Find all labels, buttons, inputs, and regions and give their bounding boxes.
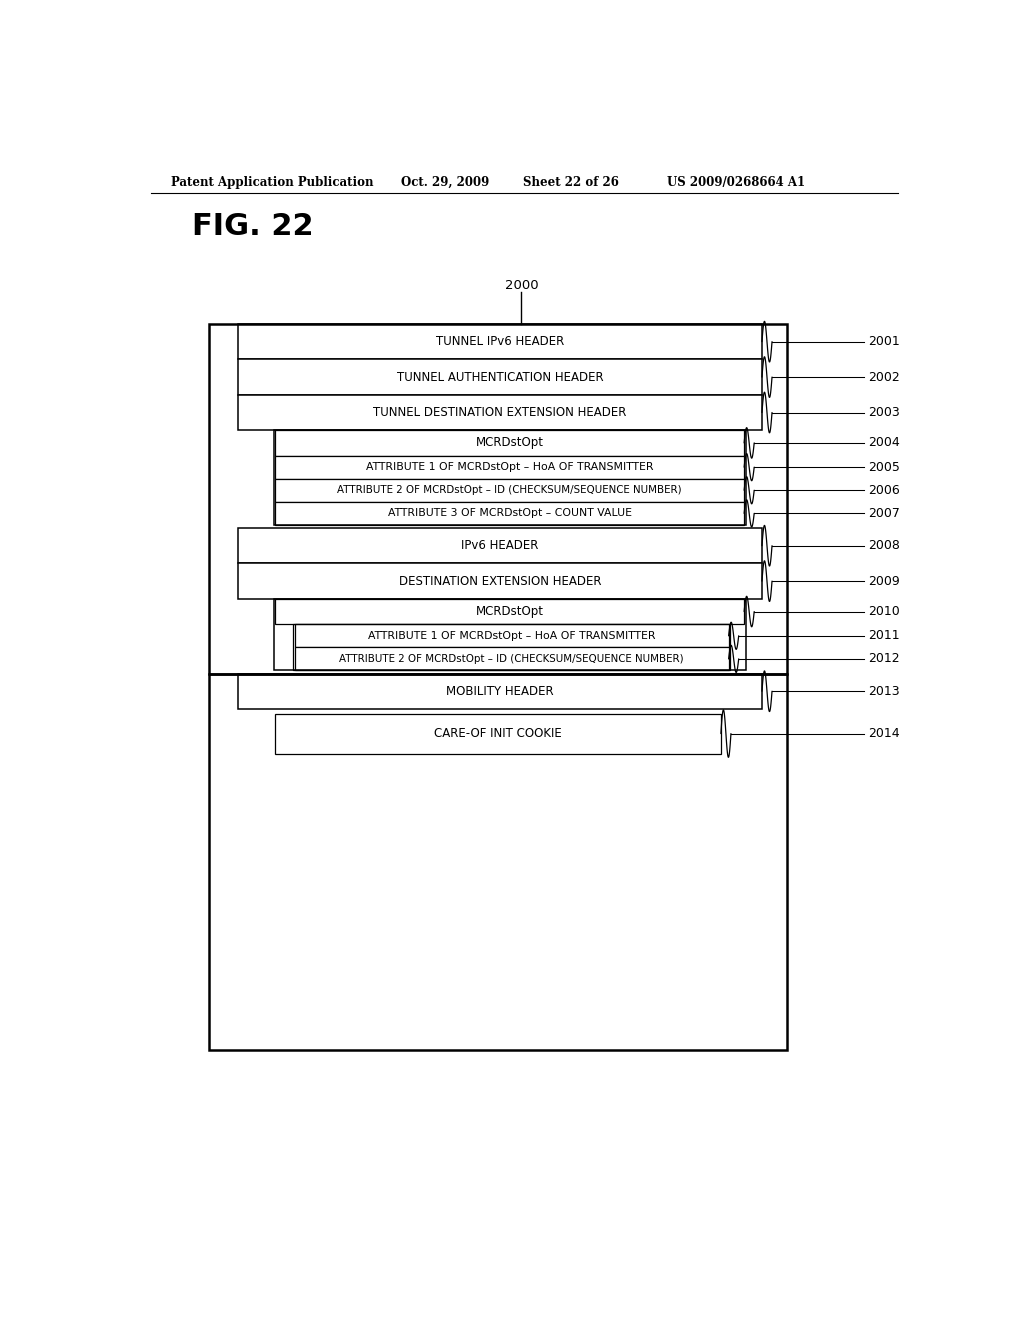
Text: 2001: 2001 — [868, 335, 900, 348]
Bar — [275, 479, 744, 502]
Text: 2003: 2003 — [868, 407, 900, 418]
Text: 2007: 2007 — [868, 507, 900, 520]
Text: ATTRIBUTE 2 OF MCRDstOpt – ID (CHECKSUM/SEQUENCE NUMBER): ATTRIBUTE 2 OF MCRDstOpt – ID (CHECKSUM/… — [337, 486, 682, 495]
Text: TUNNEL AUTHENTICATION HEADER: TUNNEL AUTHENTICATION HEADER — [396, 371, 603, 384]
Bar — [295, 647, 729, 671]
Text: ATTRIBUTE 2 OF MCRDstOpt – ID (CHECKSUM/SEQUENCE NUMBER): ATTRIBUTE 2 OF MCRDstOpt – ID (CHECKSUM/… — [339, 653, 684, 664]
Text: MCRDstOpt: MCRDstOpt — [476, 605, 544, 618]
Bar — [275, 599, 744, 624]
Bar — [209, 323, 786, 673]
Text: IPv6 HEADER: IPv6 HEADER — [462, 539, 539, 552]
Bar — [238, 564, 762, 599]
Bar — [275, 714, 721, 754]
Text: ATTRIBUTE 3 OF MCRDstOpt – COUNT VALUE: ATTRIBUTE 3 OF MCRDstOpt – COUNT VALUE — [388, 508, 632, 519]
Bar — [238, 395, 762, 430]
Text: 2011: 2011 — [868, 630, 900, 643]
Text: 2005: 2005 — [868, 461, 900, 474]
Text: 2009: 2009 — [868, 574, 900, 587]
Text: 2006: 2006 — [868, 483, 900, 496]
Text: 2004: 2004 — [868, 437, 900, 449]
Text: 2010: 2010 — [868, 605, 900, 618]
Bar — [293, 624, 730, 671]
Text: FIG. 22: FIG. 22 — [191, 213, 313, 242]
Text: 2000: 2000 — [505, 279, 539, 292]
Bar — [209, 673, 786, 1051]
Bar — [273, 430, 745, 525]
Bar — [238, 359, 762, 395]
Text: Oct. 29, 2009: Oct. 29, 2009 — [400, 176, 489, 189]
Text: ATTRIBUTE 1 OF MCRDstOpt – HoA OF TRANSMITTER: ATTRIBUTE 1 OF MCRDstOpt – HoA OF TRANSM… — [368, 631, 655, 640]
Bar — [275, 455, 744, 479]
Text: 2012: 2012 — [868, 652, 900, 665]
Text: DESTINATION EXTENSION HEADER: DESTINATION EXTENSION HEADER — [398, 574, 601, 587]
Text: TUNNEL DESTINATION EXTENSION HEADER: TUNNEL DESTINATION EXTENSION HEADER — [374, 407, 627, 418]
Bar — [238, 673, 762, 709]
Text: US 2009/0268664 A1: US 2009/0268664 A1 — [667, 176, 805, 189]
Text: Patent Application Publication: Patent Application Publication — [171, 176, 373, 189]
Text: 2002: 2002 — [868, 371, 900, 384]
Text: CARE-OF INIT COOKIE: CARE-OF INIT COOKIE — [434, 727, 562, 741]
Bar — [275, 430, 744, 455]
Bar — [295, 624, 729, 647]
Text: MOBILITY HEADER: MOBILITY HEADER — [446, 685, 554, 698]
Bar — [238, 528, 762, 564]
Bar — [275, 502, 744, 525]
Text: 2008: 2008 — [868, 539, 900, 552]
Bar — [273, 599, 745, 671]
Text: 2014: 2014 — [868, 727, 900, 741]
Text: ATTRIBUTE 1 OF MCRDstOpt – HoA OF TRANSMITTER: ATTRIBUTE 1 OF MCRDstOpt – HoA OF TRANSM… — [366, 462, 653, 473]
Text: Sheet 22 of 26: Sheet 22 of 26 — [523, 176, 620, 189]
Text: TUNNEL IPv6 HEADER: TUNNEL IPv6 HEADER — [436, 335, 564, 348]
Text: 2013: 2013 — [868, 685, 900, 698]
Text: MCRDstOpt: MCRDstOpt — [476, 437, 544, 449]
Bar — [238, 323, 762, 359]
